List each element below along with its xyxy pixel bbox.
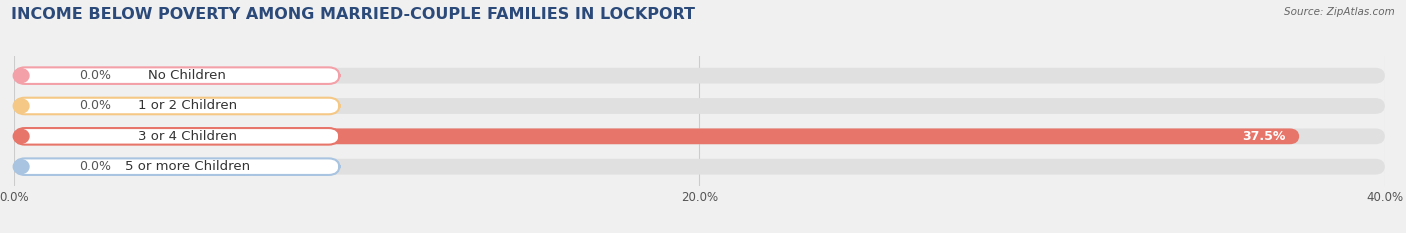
Circle shape: [13, 160, 30, 174]
FancyBboxPatch shape: [14, 128, 1385, 144]
FancyBboxPatch shape: [14, 128, 1299, 144]
Text: 5 or more Children: 5 or more Children: [125, 160, 250, 173]
FancyBboxPatch shape: [14, 68, 66, 84]
FancyBboxPatch shape: [14, 98, 340, 114]
Text: 0.0%: 0.0%: [79, 99, 111, 113]
FancyBboxPatch shape: [14, 159, 66, 175]
FancyBboxPatch shape: [14, 98, 1385, 114]
Text: 0.0%: 0.0%: [79, 160, 111, 173]
FancyBboxPatch shape: [14, 67, 340, 84]
FancyBboxPatch shape: [14, 98, 66, 114]
Text: 1 or 2 Children: 1 or 2 Children: [138, 99, 236, 113]
Text: INCOME BELOW POVERTY AMONG MARRIED-COUPLE FAMILIES IN LOCKPORT: INCOME BELOW POVERTY AMONG MARRIED-COUPL…: [11, 7, 695, 22]
Text: No Children: No Children: [148, 69, 226, 82]
Text: Source: ZipAtlas.com: Source: ZipAtlas.com: [1284, 7, 1395, 17]
FancyBboxPatch shape: [14, 128, 340, 145]
FancyBboxPatch shape: [14, 158, 340, 175]
Text: 37.5%: 37.5%: [1241, 130, 1285, 143]
Circle shape: [13, 69, 30, 83]
FancyBboxPatch shape: [14, 159, 1385, 175]
FancyBboxPatch shape: [14, 68, 1385, 84]
Text: 3 or 4 Children: 3 or 4 Children: [138, 130, 236, 143]
Circle shape: [13, 129, 30, 143]
Circle shape: [13, 99, 30, 113]
Text: 0.0%: 0.0%: [79, 69, 111, 82]
